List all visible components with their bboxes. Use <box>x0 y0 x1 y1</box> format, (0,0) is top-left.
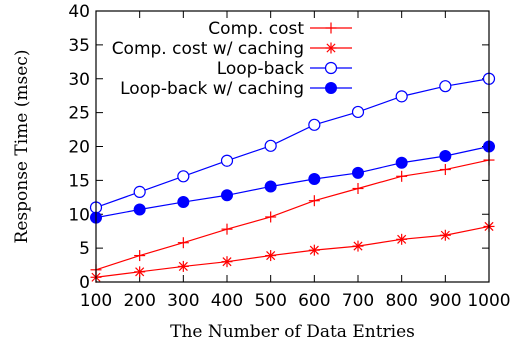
series-line <box>95 159 490 271</box>
legend-label: Loop-back <box>217 59 304 79</box>
y-tick-label: 30 <box>68 70 90 90</box>
x-tick-label: 500 <box>254 291 286 311</box>
series-2 <box>90 220 495 283</box>
legend-marker <box>325 82 337 94</box>
data-point <box>264 180 277 193</box>
data-point <box>351 105 365 119</box>
data-point <box>177 260 189 272</box>
x-tick-label: 200 <box>123 291 155 311</box>
y-tick-label: 5 <box>79 239 90 259</box>
x-tick-label: 1000 <box>467 291 510 311</box>
data-point <box>177 237 189 249</box>
data-point <box>308 244 320 256</box>
x-tick-label: 100 <box>80 291 112 311</box>
data-point <box>308 118 321 131</box>
y-tick-label: 20 <box>68 138 90 158</box>
series-1 <box>90 154 495 276</box>
legend-label: Comp. cost w/ caching <box>112 39 304 59</box>
data-point <box>308 195 320 207</box>
x-tick-label: 700 <box>342 291 374 311</box>
data-point <box>134 250 146 262</box>
series-line <box>95 78 490 209</box>
series-layer <box>89 72 496 283</box>
data-point <box>220 154 234 167</box>
data-point <box>265 250 277 262</box>
data-point <box>439 149 452 162</box>
x-tick-label: 400 <box>211 291 243 311</box>
legend-label: Loop-back w/ caching <box>120 79 304 99</box>
x-axis-ticks: 100 200 300 400 500 600 700 800 900 1000 <box>80 11 511 311</box>
legend-entry: Loop-back w/ caching <box>120 79 352 99</box>
x-tick-label: 300 <box>167 291 199 311</box>
x-tick-label: 900 <box>429 291 461 311</box>
data-point <box>133 203 146 216</box>
data-point <box>352 240 364 252</box>
x-axis-title: The Number of Data Entries <box>170 322 415 342</box>
y-axis-ticks: 0 5 10 15 20 25 30 35 40 <box>68 2 489 293</box>
data-point <box>352 166 364 179</box>
y-tick-label: 35 <box>68 36 90 56</box>
series-3 <box>89 72 496 214</box>
data-point <box>133 185 146 198</box>
legend-entry: Comp. cost <box>208 19 352 39</box>
data-point <box>221 223 233 235</box>
y-tick-label: 10 <box>68 205 90 225</box>
data-point <box>265 211 277 223</box>
data-point <box>352 183 364 195</box>
legend-marker <box>325 42 337 54</box>
data-point <box>395 156 408 169</box>
data-point <box>264 139 277 152</box>
legend-entry: Comp. cost w/ caching <box>112 39 352 59</box>
data-point <box>177 196 190 209</box>
data-point <box>439 164 451 176</box>
legend-marker <box>324 61 338 75</box>
y-tick-label: 15 <box>68 171 90 191</box>
y-tick-label: 0 <box>79 273 90 293</box>
data-point <box>177 170 190 183</box>
legend-label: Comp. cost <box>208 19 304 39</box>
y-tick-label: 25 <box>68 104 90 124</box>
data-point <box>396 233 408 245</box>
data-point <box>134 266 146 278</box>
data-point <box>439 229 451 241</box>
data-point <box>439 80 452 93</box>
data-point <box>221 256 233 268</box>
plot-frame <box>95 10 490 283</box>
x-tick-label: 600 <box>298 291 330 311</box>
y-axis-title: Response Time (msec) <box>12 50 32 244</box>
data-point <box>396 170 408 182</box>
data-point <box>221 189 233 202</box>
y-tick-label: 40 <box>68 2 90 22</box>
data-point <box>308 173 321 186</box>
data-point <box>395 90 408 103</box>
series-4 <box>90 140 495 224</box>
series-line <box>95 145 490 219</box>
legend-marker <box>325 22 337 34</box>
x-tick-label: 800 <box>385 291 417 311</box>
series-line <box>95 225 490 278</box>
legend-entry: Loop-back <box>217 59 352 79</box>
